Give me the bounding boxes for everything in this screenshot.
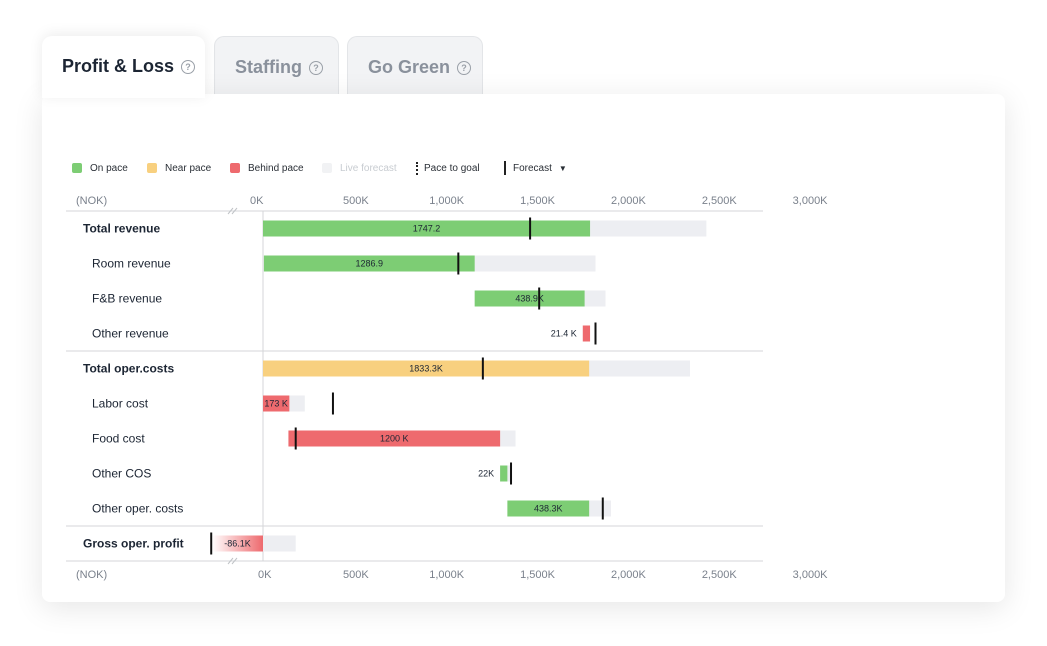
live-forecast-swatch-icon <box>322 163 332 173</box>
unit-label-top: (NOK) <box>76 195 107 207</box>
chart-row: Total oper.costs 1833.3K <box>66 350 763 380</box>
row-label: Total revenue <box>83 222 160 236</box>
x-tick-label: 1,000K <box>429 569 465 581</box>
chart-grid <box>66 207 763 565</box>
tab-go-green-label: Go Green <box>368 57 451 77</box>
legend-on-pace-label: On pace <box>90 162 128 174</box>
x-axis-bottom: 0K 500K 1,000K 1,500K 2,000K 2,500K 3,000K <box>258 569 828 581</box>
legend-behind-pace: Behind pace <box>230 161 304 175</box>
legend-pace-to-goal: Pace to goal <box>416 161 480 175</box>
row-label: Gross oper. profit <box>83 537 184 551</box>
chart-row: Food cost 1200 K <box>92 427 516 450</box>
help-icon[interactable]: ? <box>181 60 196 74</box>
bar-value-label: 22K <box>478 469 494 479</box>
x-tick-label: 3,000K <box>793 569 829 581</box>
value-bar[interactable] <box>474 290 585 307</box>
pace-marker-icon <box>416 161 418 175</box>
value-bar[interactable] <box>263 220 591 237</box>
near-pace-swatch-icon <box>147 163 157 173</box>
chart-row: Labor cost 173 K <box>92 392 334 415</box>
bar-value-label: 173 K <box>264 399 288 409</box>
x-tick-label: 2,000K <box>611 195 647 207</box>
behind-pace-swatch-icon <box>230 163 240 173</box>
x-tick-label: 1,000K <box>429 195 465 207</box>
x-tick-label: 0K <box>258 569 272 581</box>
x-tick-label: 2,000K <box>611 569 647 581</box>
tab-go-green[interactable]: Go Green ? <box>347 36 483 98</box>
tab-profit-loss-label: Profit & Loss <box>62 56 175 76</box>
legend-on-pace: On pace <box>72 161 128 175</box>
tab-staffing[interactable]: Staffing ? <box>214 36 339 98</box>
row-label: Other revenue <box>92 327 169 341</box>
value-bar[interactable] <box>263 360 590 377</box>
value-bar[interactable] <box>507 500 590 517</box>
x-tick-label: 2,500K <box>702 569 738 581</box>
bar-value-label: 1200 K <box>380 434 409 444</box>
value-bar[interactable] <box>263 395 290 412</box>
legend-pace-to-goal-label: Pace to goal <box>424 162 480 174</box>
value-bar[interactable] <box>212 535 263 552</box>
chart-row: Total revenue 1747.2 <box>83 217 707 240</box>
x-tick-label: 500K <box>343 569 369 581</box>
x-tick-label: 2,500K <box>702 195 738 207</box>
chart-rows: Total revenue 1747.2 Room revenue 1286.9 F&B… <box>66 217 763 555</box>
bar-value-label: 438.3K <box>534 504 563 514</box>
legend-behind-pace-label: Behind pace <box>248 162 304 174</box>
row-label: Labor cost <box>92 397 149 411</box>
bar-value-label: 1747.2 <box>413 224 441 234</box>
x-tick-label: 1,500K <box>520 569 556 581</box>
value-bar[interactable] <box>288 430 501 447</box>
row-label: Total oper.costs <box>83 362 174 376</box>
chart-row: Other revenue 21.4 K <box>92 322 597 345</box>
row-label: Food cost <box>92 432 145 446</box>
tab-staffing-label: Staffing <box>235 57 302 77</box>
row-label: Other COS <box>92 467 151 481</box>
chart-row: Gross oper. profit -86.1K <box>66 525 763 555</box>
caret-down-icon: ▼ <box>558 163 567 173</box>
legend-near-pace: Near pace <box>147 161 211 175</box>
x-tick-label: 1,500K <box>520 195 556 207</box>
x-tick-label: 500K <box>343 195 369 207</box>
bar-value-label: 1286.9 <box>356 259 384 269</box>
bar-value-label: -86.1K <box>224 539 251 549</box>
legend-live-forecast-label: Live forecast <box>340 162 397 174</box>
axis-break-icon <box>227 207 238 215</box>
chart-row: F&B revenue 438.9K <box>92 287 606 310</box>
value-bar[interactable] <box>500 465 508 482</box>
on-pace-swatch-icon <box>72 163 82 173</box>
chart-card <box>42 94 1005 602</box>
forecast-marker-icon <box>504 161 506 175</box>
unit-label-bottom: (NOK) <box>76 569 107 581</box>
x-tick-label: 0K <box>250 195 264 207</box>
row-label: Room revenue <box>92 257 171 271</box>
row-label: F&B revenue <box>92 292 162 306</box>
forecast-dropdown[interactable]: Forecast ▼ <box>504 161 567 175</box>
bar-value-label: 21.4 K <box>551 329 577 339</box>
help-icon[interactable]: ? <box>309 61 323 75</box>
chart-row: Other COS 22K <box>92 462 513 485</box>
tab-profit-loss[interactable]: Profit & Loss ? <box>42 36 205 98</box>
x-tick-label: 3,000K <box>793 195 829 207</box>
legend-live-forecast[interactable]: Live forecast <box>322 161 397 175</box>
value-bar[interactable] <box>582 325 591 342</box>
help-icon[interactable]: ? <box>457 61 472 75</box>
bar-value-label: 1833.3K <box>409 364 443 374</box>
chart-row: Room revenue 1286.9 <box>92 252 596 275</box>
x-axis-top: 0K 500K 1,000K 1,500K 2,000K 2,500K 3,000K <box>250 195 828 207</box>
legend-forecast-label: Forecast <box>513 162 552 174</box>
legend-near-pace-label: Near pace <box>165 162 212 174</box>
axis-break-icon <box>227 557 238 565</box>
value-bar[interactable] <box>263 255 475 272</box>
row-label: Other oper. costs <box>92 502 183 516</box>
bar-value-label: 438.9K <box>515 294 544 304</box>
chart-row: Other oper. costs 438.3K <box>92 497 611 520</box>
